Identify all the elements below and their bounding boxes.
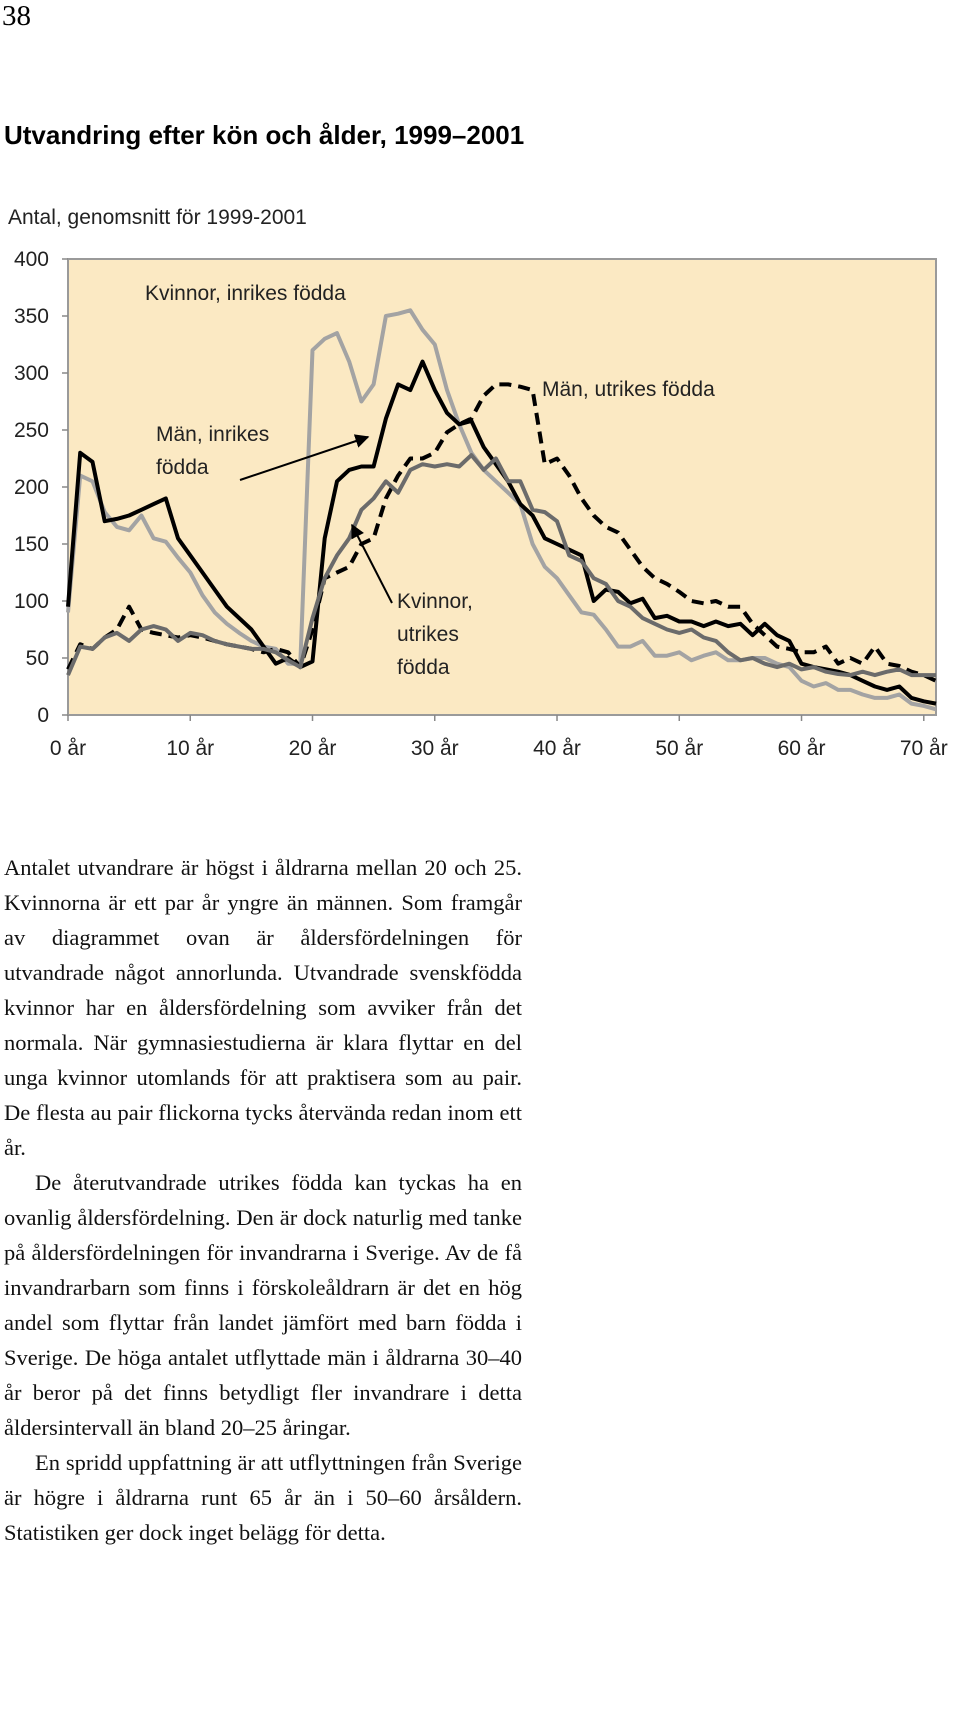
x-tick-label: 20 år — [289, 737, 337, 760]
x-tick-label: 10 år — [166, 737, 214, 760]
x-tick-label: 30 år — [411, 737, 459, 760]
x-tick-label: 0 år — [50, 737, 86, 760]
x-tick-label: 60 år — [778, 737, 826, 760]
x-tick-label: 70 år — [900, 737, 948, 760]
paragraph: De återutvandrade utrikes födda kan tyck… — [4, 1170, 522, 1440]
y-tick-label: 100 — [14, 590, 49, 613]
chart-container: Utvandring efter kön och ålder, 1999–200… — [0, 110, 960, 770]
series-label: Män, utrikes födda — [542, 378, 715, 401]
y-tick-label: 400 — [14, 248, 49, 271]
page-number: 38 — [2, 0, 31, 32]
y-tick-label: 50 — [26, 647, 49, 670]
paragraph: Antalet utvandrare är högst i åldrarna m… — [4, 855, 522, 1160]
y-tick-label: 250 — [14, 419, 49, 442]
series-label: Män, inrikes födda — [156, 423, 270, 479]
y-tick-label: 350 — [14, 305, 49, 328]
y-tick-label: 150 — [14, 533, 49, 556]
body-text: Antalet utvandrare är högst i åldrarna m… — [4, 850, 522, 1550]
x-tick-label: 40 år — [533, 737, 581, 760]
series-line — [66, 308, 937, 712]
chart-title: Utvandring efter kön och ålder, 1999–200… — [4, 120, 524, 150]
y-tick-label: 0 — [37, 704, 49, 727]
arrow — [239, 434, 370, 481]
paragraph: En spridd uppfattning är att utflyttning… — [4, 1450, 522, 1545]
y-tick-label: 200 — [14, 476, 49, 499]
series-label: Kvinnor, inrikes födda — [145, 282, 346, 305]
series-label: Kvinnor, utrikes födda — [397, 590, 473, 679]
y-tick-label: 300 — [14, 362, 49, 385]
x-tick-label: 50 år — [655, 737, 703, 760]
series-line — [66, 453, 936, 678]
chart: Utvandring efter kön och ålder, 1999–200… — [4, 120, 948, 760]
arrow — [351, 523, 393, 604]
y-axis-title: Antal, genomsnitt för 1999-2001 — [8, 206, 307, 229]
